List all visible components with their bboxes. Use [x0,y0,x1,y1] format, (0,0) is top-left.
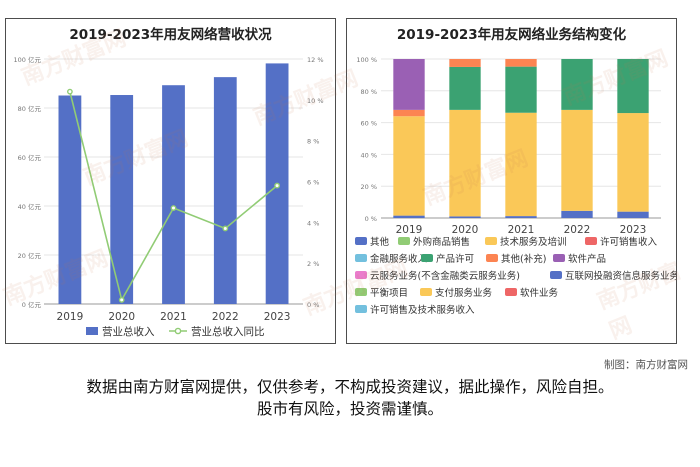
stacked-bar-segment [561,109,593,211]
legend-label: 软件业务 [520,287,559,299]
chart-credit: 制图：南方财富网 [604,359,688,371]
legend-swatch [486,254,498,262]
legend-label: 其他 [370,236,390,248]
legend-label: 平衡项目 [370,287,408,299]
yoy-point [274,182,280,189]
legend-swatch [355,305,367,313]
y-tick-label: 60 % [360,120,377,128]
x-tick-label: 2021 [508,224,535,236]
legend-swatch [355,288,367,296]
stacked-bar-segment [561,59,593,110]
y-tick-label: 20 % [360,183,377,191]
y-left-tick-label: 80 亿元 [18,104,42,113]
y-right-tick-label: 6 % [307,179,319,187]
legend-swatch [398,237,410,245]
stacked-bar-segment [561,210,593,218]
legend-label: 软件产品 [568,253,606,265]
y-tick-label: 40 % [360,151,377,159]
stacked-bar-segment [505,66,537,113]
x-tick-label: 2020 [452,224,479,236]
y-left-tick-label: 60 亿元 [18,153,42,162]
revenue-bar [110,95,134,304]
stacked-bar-segment [617,211,649,218]
legend-swatch [355,271,367,279]
legend-label: 许可销售收入 [600,236,658,248]
x-tick-label: 2023 [620,224,647,236]
stacked-bar-segment [505,59,537,67]
stacked-bar-segment [393,109,425,117]
legend-swatch [505,288,517,296]
yoy-point [118,297,125,303]
stacked-bar-segment [505,112,537,217]
disclaimer-line-2: 股市有风险，投资需谨慎。 [256,400,443,418]
stacked-bar-segment [393,215,425,218]
stacked-bar-segment [449,109,481,217]
y-left-tick-label: 100 亿元 [14,55,42,64]
y-left-tick-label: 0 亿元 [22,300,42,309]
x-tick-label: 2023 [264,311,291,323]
disclaimer-line-1: 数据由南方财富网提供，仅供参考，不构成投资建议，据此操作，风险自担。 [86,378,614,396]
x-tick-label: 2019 [57,311,84,323]
legend-label-revenue: 营业总收入 [102,325,155,338]
y-right-tick-label: 2 % [307,260,319,268]
stacked-bar-segment [449,66,481,110]
legend-label: 支付服务业务 [435,287,493,299]
revenue-chart-title: 2019-2023年用友网络营收状况 [69,27,272,43]
y-right-tick-label: 4 % [307,219,319,227]
legend-swatch [585,237,597,245]
yoy-point [222,225,229,232]
structure-chart-title: 2019-2023年用友网络业务结构变化 [396,27,627,43]
revenue-chart: 0 亿元 20 亿元 40 亿元 60 亿元 80 亿元 100 亿元 0 % 2 % 4 % 6… [14,55,324,338]
stacked-bar-segment [393,59,425,110]
y-right-tick-label: 12 % [307,56,324,64]
stacked-bar-segment [617,59,649,114]
legend-swatch [553,254,565,262]
legend-swatch-revenue [86,327,98,335]
legend-swatch [421,254,433,262]
legend-swatch [550,271,562,279]
legend-swatch [485,237,497,245]
x-tick-label: 2022 [212,311,239,323]
stacked-bar-segment [617,113,649,212]
legend-swatch [420,288,432,296]
y-tick-label: 80 % [360,88,377,96]
x-tick-label: 2020 [108,311,135,323]
y-left-tick-label: 40 亿元 [18,202,42,211]
legend-swatch-yoy-marker [174,327,182,335]
revenue-chart-panel: 2019-2023年用友网络营收状况 0 亿元 20 亿元 40 亿元 60 亿元 80… [5,18,336,344]
legend-label: 外购商品销售 [413,236,470,248]
legend-label: 技术服务及培训 [500,236,567,248]
x-tick-label: 2022 [564,224,591,236]
revenue-bar [58,95,82,304]
structure-chart: 0 % 20 % 40 % 60 % 80 % 100 % 2019 2020 2021 2022… [355,56,676,316]
y-right-tick-label: 0 % [307,301,319,309]
y-left-tick-label: 20 亿元 [18,251,42,260]
structure-chart-panel: 2019-2023年用友网络业务结构变化 0 % 20 % 40 % 60 % 80 %… [346,18,677,344]
legend-label: 许可销售及技术服务收入 [370,304,475,316]
legend-label: 互联网投融资信息服务业务 [565,270,676,282]
x-tick-label: 2021 [160,311,187,323]
legend-label: 云服务业务(不含金融类云服务业务) [370,270,520,282]
stacked-bar-segment [393,116,425,216]
revenue-bar [162,85,185,304]
stacked-bar-segment [449,59,481,67]
legend-label-yoy: 营业总收入同比 [191,325,265,338]
y-right-tick-label: 8 % [307,138,319,146]
x-tick-label: 2019 [396,224,423,236]
legend-swatch [355,254,367,262]
legend-label: 其他(补充) [501,253,546,265]
y-right-tick-label: 10 % [307,97,324,105]
revenue-bar [213,77,237,304]
yoy-point [170,205,177,211]
stacked-bar-segment [505,216,537,218]
legend-label: 产品许可 [436,253,474,265]
stacked-bar-segment [449,216,481,218]
legend-label: 金融服务收入 [370,253,428,265]
legend-swatch [355,237,367,245]
yoy-point [67,88,73,95]
y-tick-label: 100 % [356,56,377,64]
y-tick-label: 0 % [365,215,377,223]
